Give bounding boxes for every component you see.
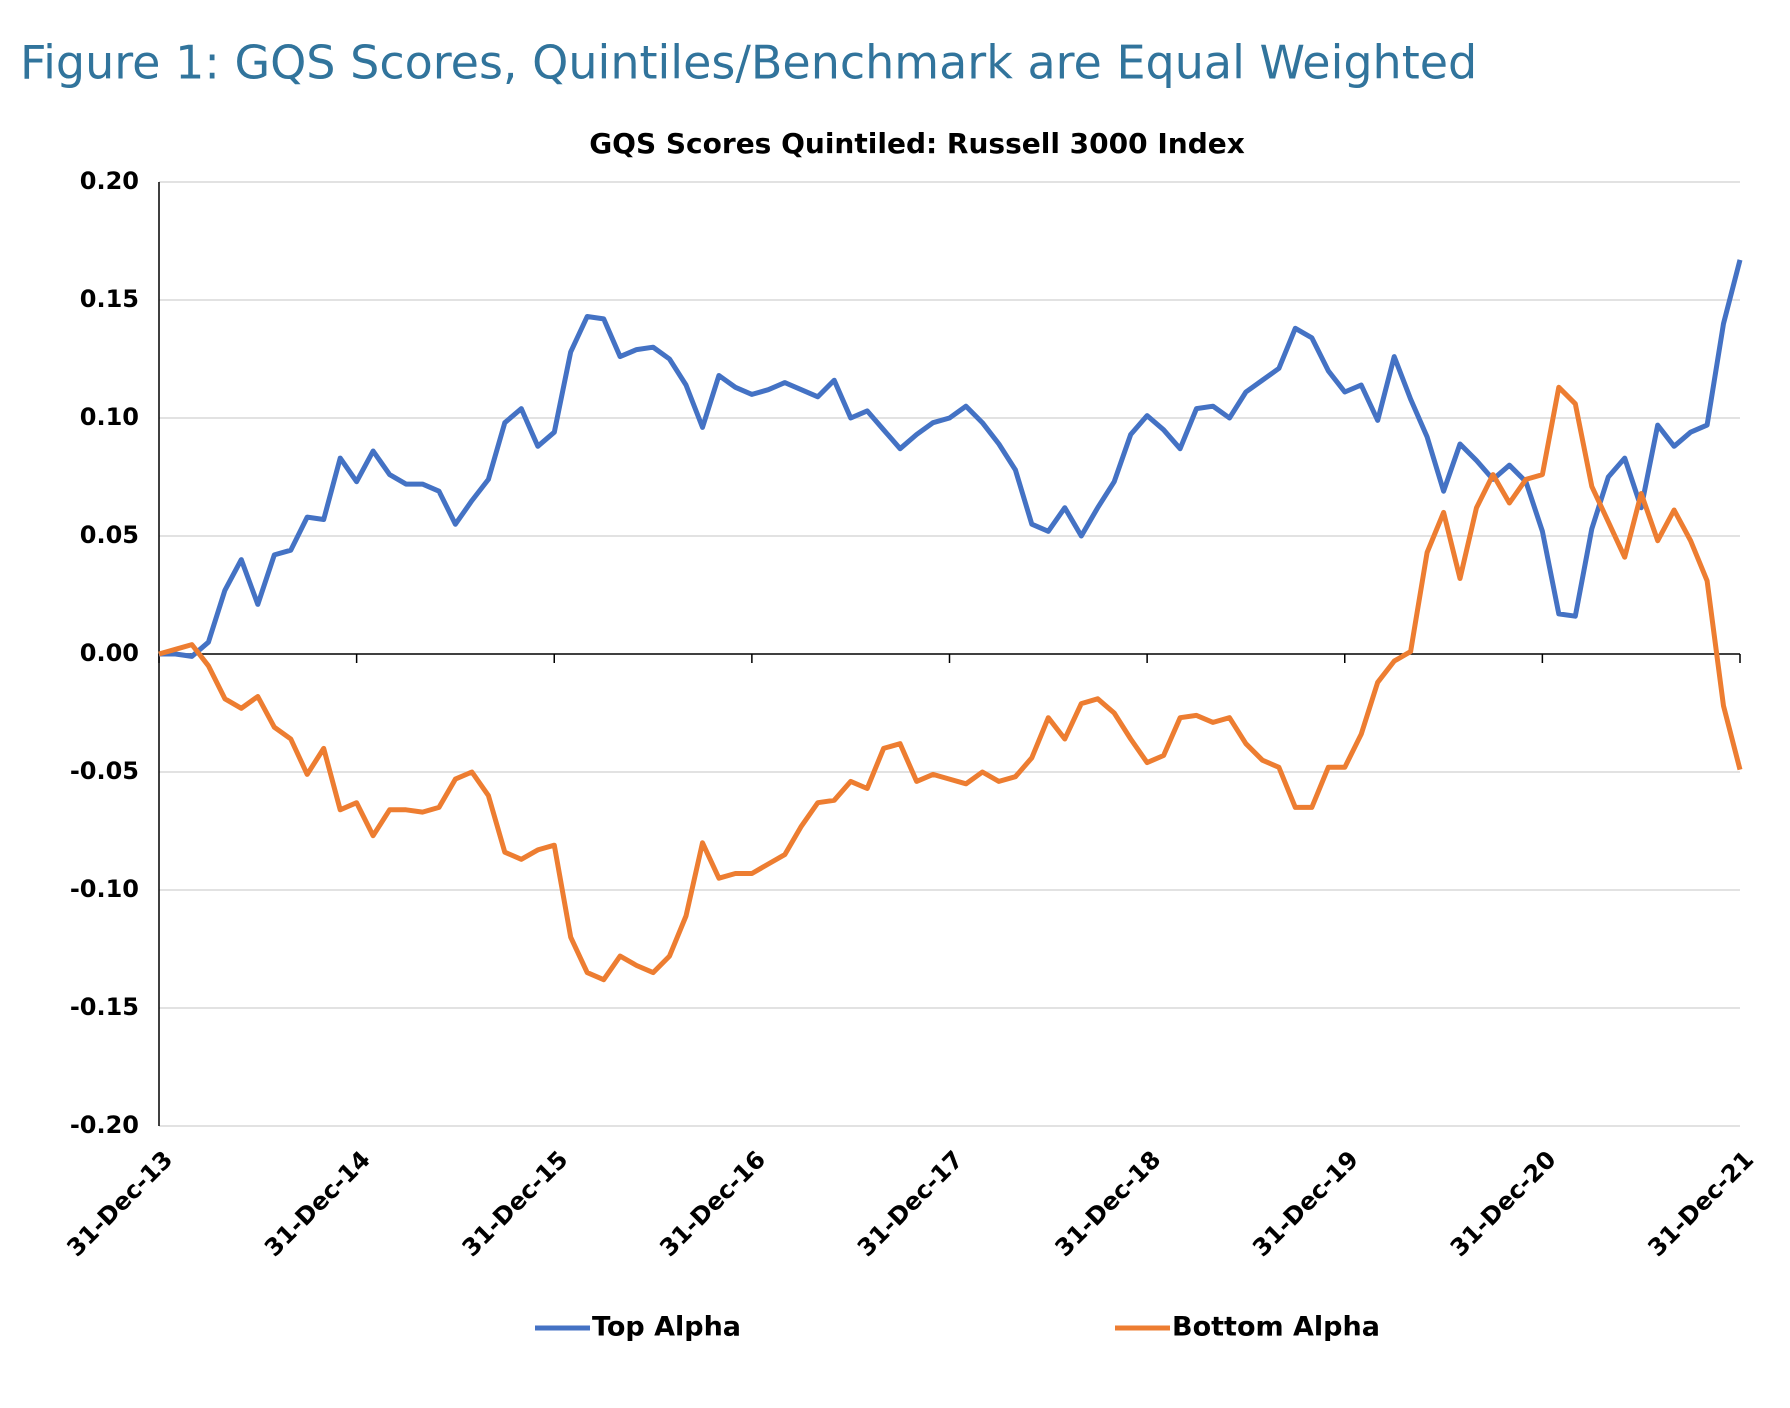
y-tick-label: -0.10: [70, 875, 139, 903]
x-tick-label: 31-Dec-21: [1642, 1145, 1759, 1262]
y-tick-label: -0.15: [70, 993, 139, 1021]
legend-label: Top Alpha: [592, 1312, 741, 1343]
x-tick-label: 31-Dec-14: [259, 1145, 376, 1262]
y-tick-label: 0.00: [80, 639, 139, 667]
series-line: [159, 259, 1743, 659]
y-tick-label: 0.05: [80, 521, 139, 549]
x-tick-label: 31-Dec-16: [654, 1145, 771, 1262]
x-tick-label: 31-Dec-17: [852, 1145, 969, 1262]
x-tick-label: 31-Dec-13: [61, 1145, 178, 1262]
figure-title: Figure 1: GQS Scores, Quintiles/Benchmar…: [20, 36, 1477, 90]
y-tick-label: 0.20: [80, 167, 139, 195]
y-tick-label: -0.20: [70, 1111, 139, 1139]
x-tick-label: 31-Dec-15: [457, 1145, 574, 1262]
series-line: [158, 384, 1743, 983]
x-tick-label: 31-Dec-18: [1050, 1145, 1167, 1262]
legend-label: Bottom Alpha: [1172, 1312, 1380, 1343]
chart-title: GQS Scores Quintiled: Russell 3000 Index: [589, 127, 1245, 160]
y-tick-label: 0.15: [80, 285, 139, 313]
y-tick-label: -0.05: [70, 757, 139, 785]
y-tick-label: 0.10: [80, 403, 139, 431]
x-tick-label: 31-Dec-19: [1247, 1145, 1364, 1262]
x-tick-label: 31-Dec-20: [1445, 1145, 1562, 1262]
